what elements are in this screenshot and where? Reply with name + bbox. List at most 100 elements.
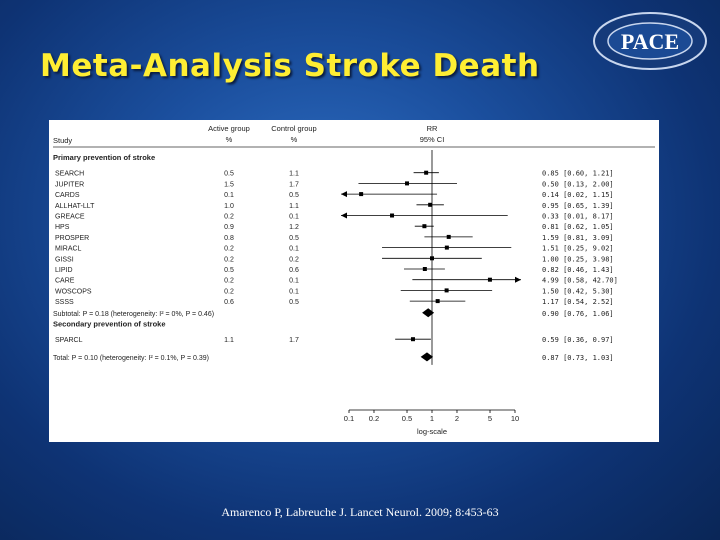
active-pct-value: 0.2 (224, 256, 234, 263)
active-pct-value: 1.1 (224, 337, 234, 344)
forest-plot: Active group Control group Study% % RR 95% CI… (53, 124, 655, 436)
logo-ring-inner (607, 22, 693, 60)
active-pct-value: 0.6 (224, 299, 234, 306)
effect-marker (424, 170, 429, 175)
rr-ci-label: 1.50 [0.42, 5.30] (542, 287, 614, 295)
study-name: SPARCL (55, 337, 83, 344)
ci-arrow-left (341, 212, 347, 219)
control-pct-value: 0.1 (289, 246, 299, 253)
effect-marker (428, 202, 433, 207)
control-pct-value: 0.1 (289, 214, 299, 221)
header-active-pct: % (226, 135, 233, 144)
section-title: Secondary prevention of stroke (53, 320, 166, 329)
study-name: HPS (55, 224, 70, 231)
control-pct-value: 1.1 (289, 203, 299, 210)
section-title: Primary prevention of stroke (53, 153, 155, 162)
active-pct-value: 1.0 (224, 203, 234, 210)
control-pct-value: 1.7 (289, 181, 299, 188)
x-tick-label: 2 (455, 414, 459, 423)
x-tick-label: 0.1 (344, 414, 354, 423)
ci-arrow-left (341, 191, 347, 198)
control-pct-value: 0.1 (289, 278, 299, 285)
control-pct-value: 0.5 (289, 299, 299, 306)
study-name: SEARCH (55, 171, 84, 178)
effect-marker (422, 267, 427, 271)
rr-ci-label: 0.14 [0.02, 1.15] (542, 191, 614, 199)
active-pct-value: 0.2 (224, 246, 234, 253)
effect-marker (390, 213, 395, 218)
effect-marker (405, 181, 410, 186)
x-tick-label: 0.2 (369, 414, 379, 423)
logo-text: PACE (621, 29, 679, 54)
rr-ci-label: 0.82 [0.46, 1.43] (542, 266, 614, 274)
active-pct-value: 0.5 (224, 267, 234, 274)
control-pct-value: 0.5 (289, 235, 299, 242)
study-name: ALLHAT-LLT (55, 203, 95, 210)
header-rr: RR (427, 124, 438, 133)
study-name: MIRACL (55, 246, 82, 253)
x-tick-label: 5 (488, 414, 492, 423)
x-tick-label: 0.5 (402, 414, 412, 423)
pooled-diamond (420, 352, 434, 362)
control-pct-value: 1.2 (289, 224, 299, 231)
study-name: GREACE (55, 214, 85, 221)
study-name: CARDS (55, 192, 80, 199)
header-ci: 95% CI (420, 135, 445, 144)
study-name: CARE (55, 278, 75, 285)
study-name: LIPID (55, 267, 73, 274)
effect-marker (422, 224, 427, 229)
forest-plot-panel: Active group Control group Study%% RR 95% CI… (49, 120, 659, 442)
ci-arrow-right (515, 276, 521, 283)
x-axis-label: log-scale (417, 427, 447, 436)
control-pct-value: 0.5 (289, 192, 299, 199)
rr-ci-label: 0.50 [0.13, 2.00] (542, 180, 614, 188)
effect-marker (487, 277, 492, 282)
x-tick-label: 1 (430, 414, 434, 423)
active-pct-value: 0.8 (224, 235, 234, 242)
active-pct-value: 0.9 (224, 224, 234, 231)
control-pct-value: 0.2 (289, 256, 299, 263)
x-tick-label: 10 (511, 414, 519, 423)
rr-ci-label: 4.99 [0.58, 42.70] (542, 277, 618, 285)
subtotal-label: Subtotal: P = 0.18 (heterogeneity: I² = … (53, 311, 214, 318)
control-pct-value: 1.7 (289, 337, 299, 344)
rr-ci-label: 0.90 [0.76, 1.06] (542, 310, 614, 318)
control-pct-value: 0.1 (289, 288, 299, 295)
study-name: WOSCOPS (55, 288, 92, 295)
effect-marker (359, 192, 364, 197)
active-pct-value: 1.5 (224, 181, 234, 188)
rr-ci-label: 0.33 [0.01, 8.17] (542, 213, 614, 221)
effect-marker (444, 245, 449, 250)
study-name: PROSPER (55, 235, 89, 242)
study-name: JUPITER (55, 181, 84, 188)
rr-ci-label: 0.87 [0.73, 1.03] (542, 354, 614, 362)
rr-ci-label: 1.59 [0.81, 3.09] (542, 234, 614, 242)
active-pct-value: 0.2 (224, 288, 234, 295)
active-pct-value: 0.1 (224, 192, 234, 199)
active-pct-value: 0.5 (224, 171, 234, 178)
header-control-group: Control group (271, 124, 316, 133)
effect-marker (435, 299, 440, 304)
rr-ci-label: 1.17 [0.54, 2.52] (542, 298, 614, 306)
total-label: Total: P = 0.10 (heterogeneity: I² = 0.1… (53, 355, 209, 362)
rr-ci-label: 0.59 [0.36, 0.97] (542, 336, 614, 344)
rr-ci-label: 1.51 [0.25, 9.02] (542, 245, 614, 253)
active-pct-value: 0.2 (224, 214, 234, 221)
control-pct-value: 0.6 (289, 267, 299, 274)
rr-ci-label: 1.00 [0.25, 3.98] (542, 255, 614, 263)
rr-ci-label: 0.95 [0.65, 1.39] (542, 202, 614, 210)
rr-ci-label: 0.85 [0.60, 1.21] (542, 170, 614, 178)
effect-marker (444, 288, 449, 293)
active-pct-value: 0.2 (224, 278, 234, 285)
pace-logo: PACE (593, 12, 707, 70)
study-name: GISSI (55, 256, 74, 263)
effect-marker (410, 337, 415, 342)
effect-marker (446, 234, 451, 239)
rr-ci-label: 0.81 [0.62, 1.05] (542, 223, 614, 231)
slide-title: Meta-Analysis Stroke Death (40, 48, 540, 84)
header-active-group: Active group (208, 124, 250, 133)
header-study: Study (53, 136, 72, 145)
header-control-pct: % (291, 135, 298, 144)
citation: Amarenco P, Labreuche J. Lancet Neurol. … (221, 505, 499, 519)
control-pct-value: 1.1 (289, 171, 299, 178)
